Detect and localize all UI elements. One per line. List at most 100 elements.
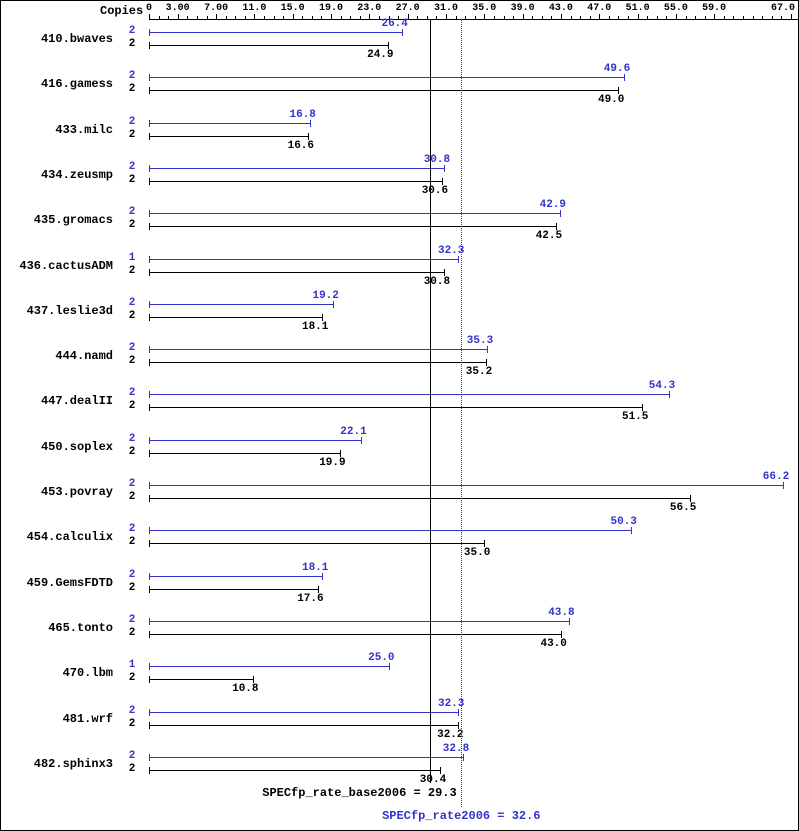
bar-value-label: 16.8 xyxy=(289,108,316,121)
copies-value: 2 xyxy=(128,491,136,503)
bar-value-label: 19.2 xyxy=(312,289,339,302)
bar-end-cap xyxy=(457,721,459,729)
bar-value-label: 30.8 xyxy=(423,275,451,288)
axis-minor-tick xyxy=(359,16,361,19)
bar-end-cap xyxy=(458,708,460,716)
bar-value-label: 42.5 xyxy=(535,230,563,243)
axis-major-tick xyxy=(560,14,562,19)
copies-value: 2 xyxy=(128,206,136,219)
bar-start-cap xyxy=(149,708,150,716)
bar-value-label: 43.0 xyxy=(540,637,567,650)
bar-value-label: 56.5 xyxy=(669,502,697,514)
bar-value-label: 19.9 xyxy=(319,456,346,469)
bar-value-label: 49.6 xyxy=(603,63,631,76)
axis-minor-tick xyxy=(762,16,764,19)
bar-end-cap xyxy=(690,495,692,502)
axis-minor-tick xyxy=(532,16,534,19)
axis-minor-tick xyxy=(580,16,582,19)
axis-minor-tick xyxy=(570,16,572,19)
axis-minor-tick xyxy=(704,16,706,19)
bar-end-cap xyxy=(560,210,561,218)
axis-major-tick xyxy=(446,14,447,19)
bar-start-cap xyxy=(149,721,150,729)
bar-start-cap xyxy=(149,663,150,671)
copies-value: 2 xyxy=(128,173,136,186)
axis-minor-tick xyxy=(608,16,610,19)
axis-tick-label: 19.0 xyxy=(318,3,344,14)
bar-end-cap xyxy=(388,663,390,671)
peak-bar xyxy=(149,303,333,305)
base-bar xyxy=(149,135,308,137)
benchmark-name: 450.soplex xyxy=(40,439,113,454)
benchmark-name: 433.milc xyxy=(55,122,113,137)
axis-minor-tick xyxy=(436,16,438,19)
base-bar xyxy=(149,45,388,46)
bar-end-cap xyxy=(339,449,341,457)
bar-end-cap xyxy=(624,74,626,82)
axis-tick-label: 59.0 xyxy=(702,3,727,14)
bar-end-cap xyxy=(669,391,671,399)
copies-value: 2 xyxy=(128,219,136,232)
bar-start-cap xyxy=(149,495,150,502)
copies-value: 2 xyxy=(128,762,136,775)
benchmark-name: 470.lbm xyxy=(62,666,113,681)
bar-value-label: 10.8 xyxy=(232,683,259,696)
benchmark-name: 453.povray xyxy=(40,485,113,499)
axis-minor-tick xyxy=(321,16,323,19)
base-bar xyxy=(149,588,318,590)
axis-tick-label: 7.00 xyxy=(204,3,229,14)
bar-end-cap xyxy=(484,540,486,548)
peak-bar xyxy=(149,349,488,351)
copies-value: 2 xyxy=(128,38,136,50)
benchmark-name: 444.namd xyxy=(55,349,113,364)
bar-value-label: 35.3 xyxy=(466,335,494,348)
axis-minor-tick xyxy=(302,16,304,19)
bar-start-cap xyxy=(149,164,150,172)
axis-minor-tick xyxy=(513,16,514,19)
peak-bar xyxy=(149,666,389,668)
copies-value: 2 xyxy=(128,432,136,445)
bar-start-cap xyxy=(149,436,150,444)
copies-value: 2 xyxy=(128,70,136,83)
bar-value-label: 16.6 xyxy=(287,139,314,152)
axis-major-tick xyxy=(714,14,716,19)
benchmark-name: 454.calculix xyxy=(26,530,113,545)
peak-bar xyxy=(149,213,560,215)
copies-value: 1 xyxy=(128,659,136,672)
axis-minor-tick xyxy=(350,16,352,19)
axis-major-tick xyxy=(149,14,150,19)
benchmark-name: 437.leslie3d xyxy=(26,303,113,318)
axis-minor-tick xyxy=(685,16,687,19)
bar-value-label: 35.2 xyxy=(465,366,493,379)
axis-minor-tick xyxy=(628,16,629,19)
axis-tick-label: 55.0 xyxy=(663,3,688,14)
peak-bar xyxy=(149,620,569,622)
axis-tick-label: 23.0 xyxy=(357,3,382,14)
copies-value: 2 xyxy=(128,309,136,322)
axis-minor-tick xyxy=(666,16,668,19)
axis-minor-tick xyxy=(158,16,160,19)
bar-value-label: 42.9 xyxy=(539,199,566,212)
axis-major-tick xyxy=(177,14,179,19)
base-bar xyxy=(149,180,443,182)
base-bar xyxy=(149,362,487,364)
axis-minor-tick xyxy=(455,16,457,19)
axis-tick-label: 11.0 xyxy=(242,3,267,14)
bar-end-cap xyxy=(458,255,460,263)
bar-end-cap xyxy=(442,177,444,185)
bar-end-cap xyxy=(332,300,334,308)
bar-value-label: 35.0 xyxy=(463,547,491,560)
axis-minor-tick xyxy=(426,16,428,19)
bar-end-cap xyxy=(387,42,389,49)
bar-start-cap xyxy=(149,585,150,593)
bar-value-label: 32.3 xyxy=(437,697,465,710)
base-bar xyxy=(149,316,323,318)
bar-start-cap xyxy=(149,313,150,321)
copies-value: 2 xyxy=(128,672,136,685)
copies-value: 2 xyxy=(128,626,136,639)
bar-value-label: 50.3 xyxy=(610,516,637,529)
bar-end-cap xyxy=(630,527,632,535)
bar-end-cap xyxy=(463,753,465,761)
axis-minor-tick xyxy=(551,16,553,19)
